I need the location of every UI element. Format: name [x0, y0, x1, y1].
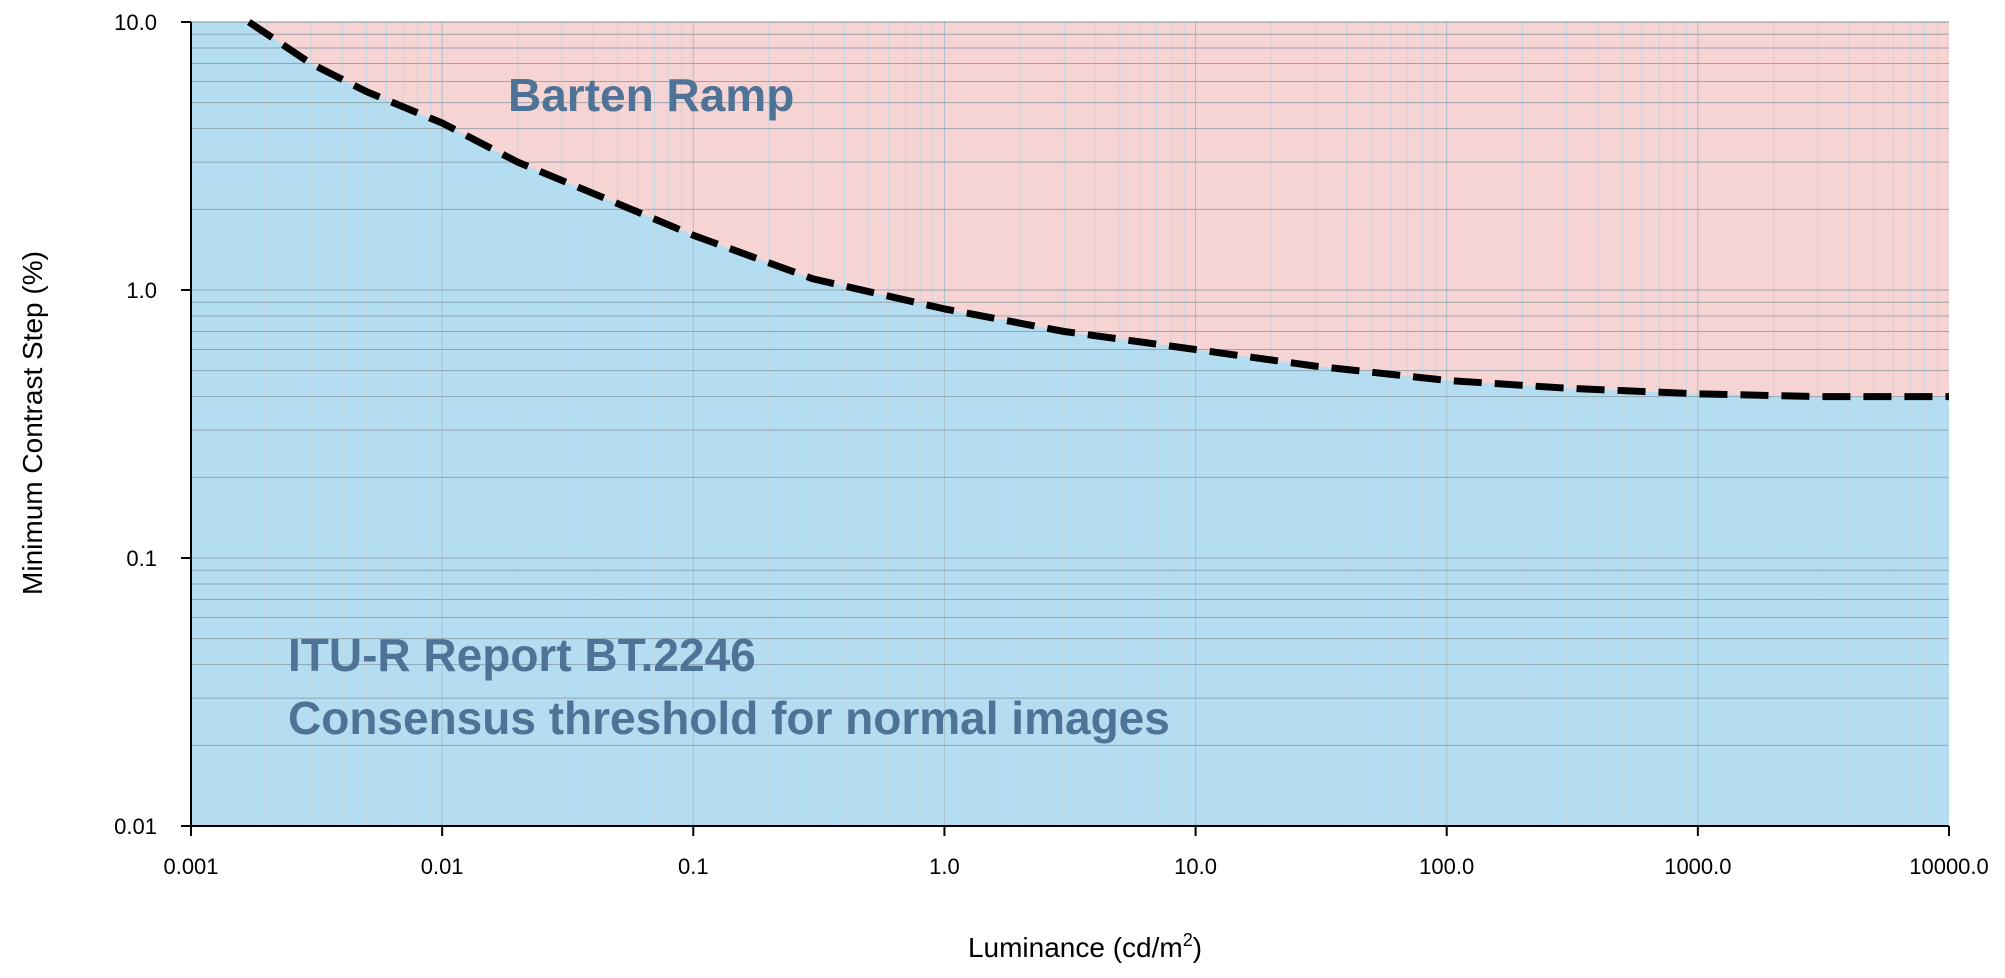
annotation-consensus-threshold: Consensus threshold for normal images [288, 692, 1170, 744]
y-tick-label: 0.1 [126, 546, 157, 571]
y-tick-label: 0.01 [114, 814, 157, 839]
annotation-barten-ramp: Barten Ramp [508, 69, 794, 121]
axes [181, 21, 1950, 836]
x-tick-label: 0.001 [163, 854, 218, 879]
x-axis-title-superscript: 2 [1183, 930, 1193, 950]
y-tick-label: 10.0 [114, 10, 157, 35]
x-axis-title-suffix: ) [1193, 932, 1202, 963]
region-fills [191, 22, 1949, 826]
grid-lines [191, 21, 1949, 826]
tick-labels: 0.001 0.01 0.1 1.0 10.0 100.0 1000.0 10000.00.0… [114, 10, 1989, 879]
y-axis-title: Minimum Contrast Step (%) [17, 251, 48, 595]
x-tick-label: 10000.0 [1909, 854, 1989, 879]
x-axis-title-text: Luminance (cd/m [968, 932, 1183, 963]
x-tick-label: 10.0 [1174, 854, 1217, 879]
barten-ramp-line [246, 19, 1949, 401]
annotation-itu-report: ITU-R Report BT.2246 [288, 629, 756, 681]
y-tick-label: 1.0 [126, 278, 157, 303]
x-tick-label: 0.01 [421, 854, 464, 879]
barten-ramp-series [246, 19, 1949, 401]
x-axis-title: Luminance (cd/m2) [968, 930, 1202, 963]
x-tick-label: 1.0 [929, 854, 960, 879]
x-tick-label: 1000.0 [1664, 854, 1731, 879]
x-tick-label: 0.1 [678, 854, 709, 879]
x-tick-label: 100.0 [1419, 854, 1474, 879]
below-threshold-region [191, 22, 1949, 826]
